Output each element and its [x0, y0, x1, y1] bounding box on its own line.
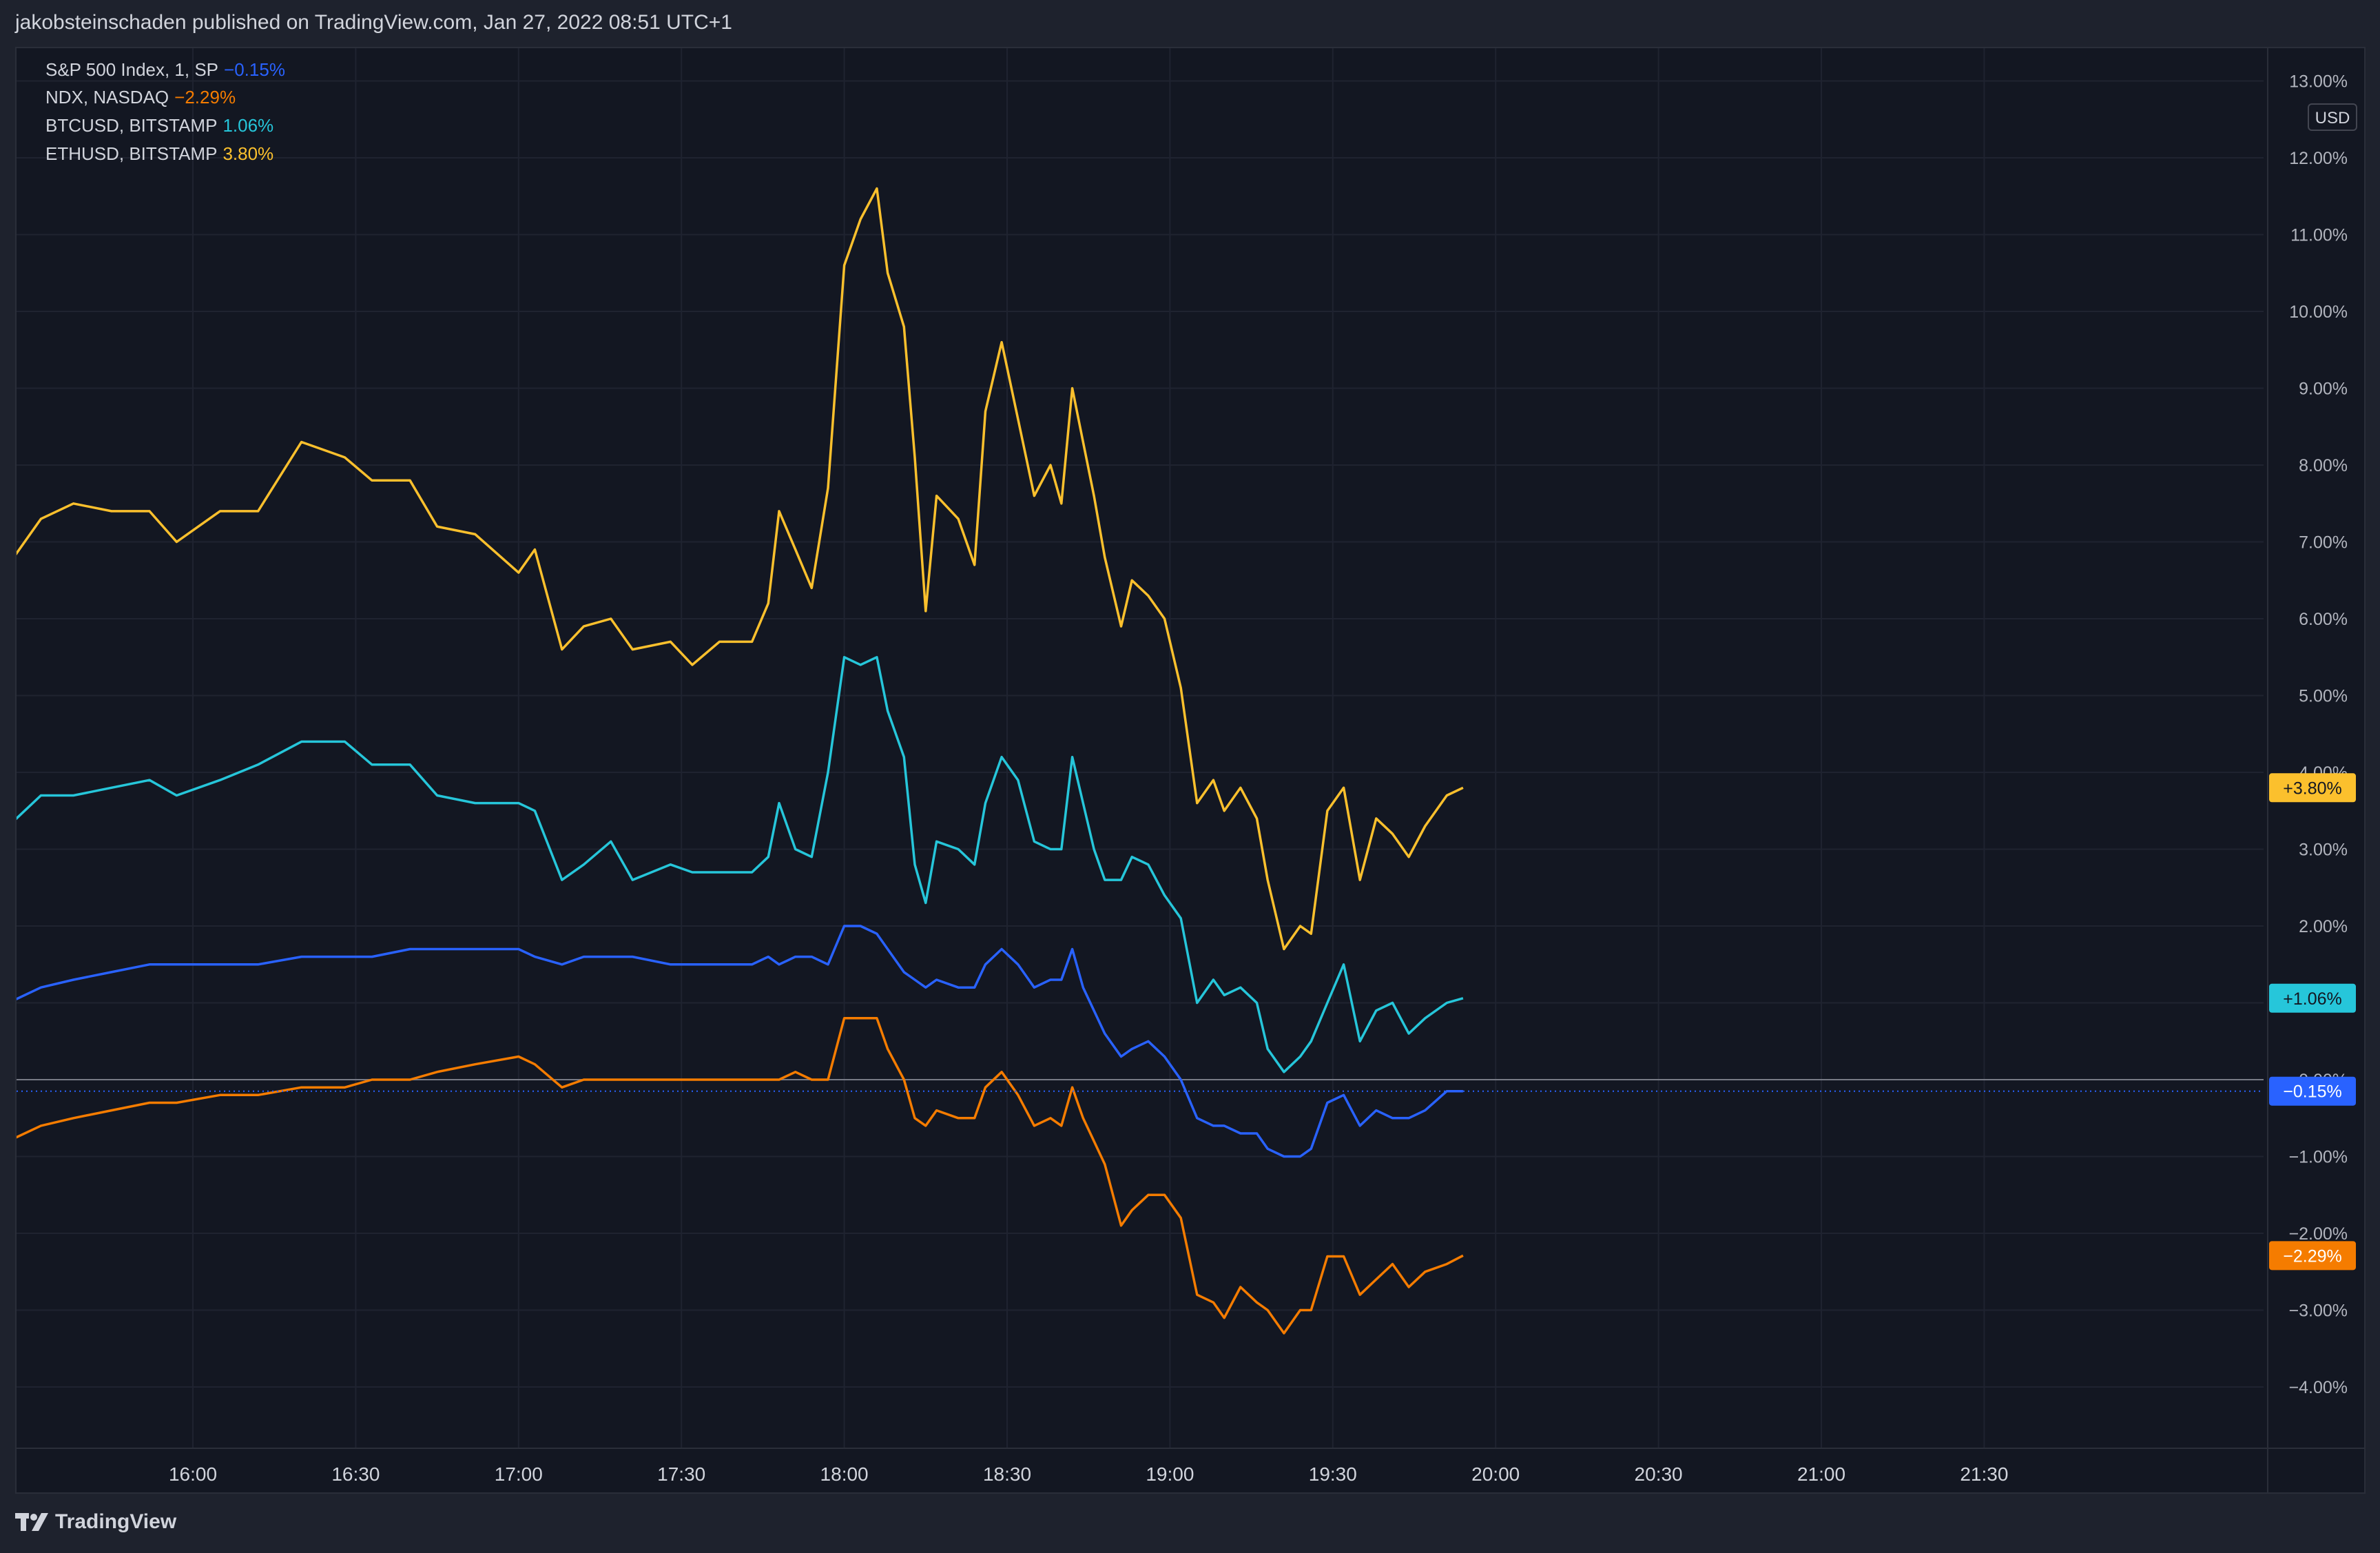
- x-tick-label: 19:00: [1146, 1463, 1194, 1485]
- tradingview-logo-icon[interactable]: [15, 1510, 50, 1534]
- x-tick-label: 21:30: [1960, 1463, 2008, 1485]
- publisher-line: jakobsteinschaden published on TradingVi…: [15, 11, 732, 34]
- series-line: [17, 187, 1464, 951]
- y-tick-label: −2.00%: [2289, 1224, 2348, 1244]
- series-line: [17, 656, 1464, 1073]
- series-line: [17, 1017, 1464, 1335]
- legend-label: NDX, NASDAQ: [45, 87, 169, 107]
- legend-label: S&P 500 Index, 1, SP: [45, 59, 219, 80]
- last-value-tag: [2269, 773, 2356, 803]
- y-tick-label: 3.00%: [2299, 841, 2348, 860]
- x-tick-label: 17:00: [495, 1463, 543, 1485]
- last-value-label: −0.15%: [2283, 1082, 2342, 1102]
- last-value-label: +3.80%: [2283, 779, 2342, 798]
- x-tick-label: 19:30: [1309, 1463, 1357, 1485]
- last-value-tag: [2269, 983, 2356, 1013]
- y-tick-label: 12.00%: [2289, 149, 2348, 168]
- last-value-tag: [2269, 1241, 2356, 1271]
- y-tick-label: −1.00%: [2289, 1148, 2348, 1167]
- legend-spx[interactable]: S&P 500 Index, 1, SP −0.15%: [45, 59, 285, 81]
- brand-name[interactable]: TradingView: [55, 1510, 177, 1533]
- y-tick-label: 7.00%: [2299, 533, 2348, 553]
- legend-ndx[interactable]: NDX, NASDAQ −2.29%: [45, 87, 236, 108]
- chart-pane[interactable]: −4.00%−3.00%−2.00%−1.00%0.00%1.00%2.00%3…: [15, 47, 2366, 1494]
- y-tick-label: −3.00%: [2289, 1302, 2348, 1321]
- y-tick-label: 13.00%: [2289, 72, 2348, 92]
- last-value-tag: [2269, 1076, 2356, 1106]
- x-tick-label: 20:30: [1635, 1463, 1683, 1485]
- x-tick-label: 16:00: [169, 1463, 217, 1485]
- y-tick-label: 2.00%: [2299, 917, 2348, 936]
- y-tick-label: −4.00%: [2289, 1378, 2348, 1397]
- x-tick-label: 16:30: [331, 1463, 380, 1485]
- last-value-label: +1.06%: [2283, 989, 2342, 1009]
- legend-value: 1.06%: [223, 115, 274, 136]
- last-value-label: −2.29%: [2283, 1246, 2342, 1266]
- y-tick-label: 6.00%: [2299, 610, 2348, 629]
- legend-label: ETHUSD, BITSTAMP: [45, 143, 218, 164]
- y-tick-label: 9.00%: [2299, 380, 2348, 399]
- y-tick-label: 8.00%: [2299, 456, 2348, 475]
- footer-bar: [0, 1494, 2380, 1553]
- y-tick-label: 11.00%: [2290, 226, 2348, 245]
- currency-button[interactable]: USD: [2308, 103, 2357, 131]
- legend-value: 3.80%: [223, 143, 274, 164]
- y-tick-label: 10.00%: [2289, 302, 2348, 322]
- legend-btcusd[interactable]: BTCUSD, BITSTAMP 1.06%: [45, 115, 273, 136]
- x-tick-label: 18:00: [820, 1463, 869, 1485]
- legend-value: −2.29%: [174, 87, 236, 107]
- x-tick-label: 17:30: [657, 1463, 705, 1485]
- legend-ethusd[interactable]: ETHUSD, BITSTAMP 3.80%: [45, 143, 273, 165]
- chart-canvas[interactable]: −4.00%−3.00%−2.00%−1.00%0.00%1.00%2.00%3…: [17, 48, 2364, 1492]
- series-line: [17, 925, 1463, 1158]
- legend-value: −0.15%: [224, 59, 285, 80]
- header-bar: jakobsteinschaden published on TradingVi…: [0, 0, 2380, 47]
- x-tick-label: 20:00: [1471, 1463, 1520, 1485]
- legend-label: BTCUSD, BITSTAMP: [45, 115, 218, 136]
- x-tick-label: 18:30: [983, 1463, 1031, 1485]
- x-tick-label: 21:00: [1797, 1463, 1845, 1485]
- y-tick-label: 5.00%: [2299, 687, 2348, 706]
